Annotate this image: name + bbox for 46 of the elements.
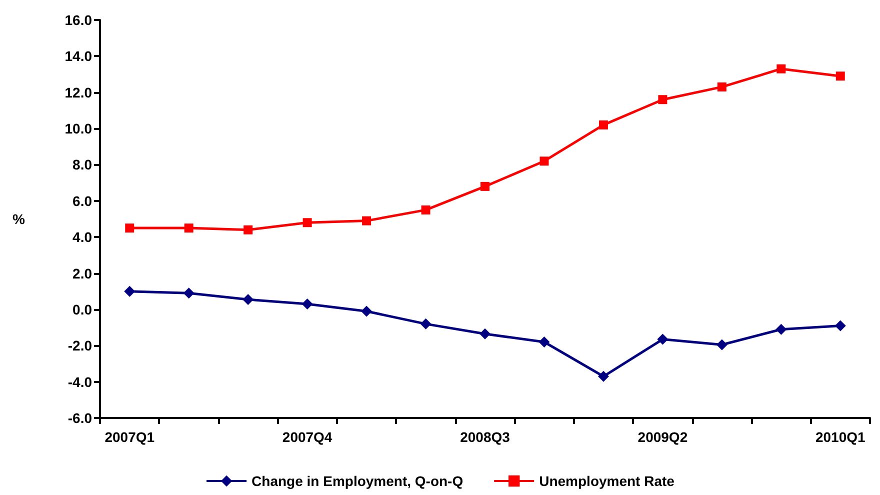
point: [836, 72, 845, 81]
point: [183, 288, 194, 299]
point: [657, 334, 668, 345]
point: [717, 82, 726, 92]
y-tick-label: 8.0: [72, 156, 92, 173]
point: [776, 324, 787, 335]
point: [421, 205, 430, 214]
y-tick-label: 0.0: [72, 301, 92, 318]
point: [776, 64, 786, 74]
y-tick-label: 16.0: [64, 12, 92, 28]
point: [716, 339, 728, 350]
point: [361, 306, 372, 317]
y-tick-label: 4.0: [72, 229, 92, 246]
y-tick-label: -6.0: [68, 410, 92, 426]
point: [538, 336, 550, 348]
legend-label: Change in Employment, Q-on-Q: [252, 473, 464, 489]
legend-label: Unemployment Rate: [539, 473, 675, 489]
x-tick-label: 2007Q4: [282, 429, 332, 445]
y-tick-label: -2.0: [68, 338, 92, 354]
point: [834, 320, 846, 332]
y-axis-title: %: [12, 211, 26, 227]
x-tick-label: 2008Q3: [460, 429, 510, 445]
point: [302, 218, 312, 228]
y-tick-label: 12.0: [64, 84, 92, 100]
point: [242, 294, 254, 306]
point: [125, 224, 134, 233]
point: [598, 370, 609, 382]
y-tick-label: -4.0: [68, 374, 92, 390]
point: [658, 95, 668, 104]
x-tick-label: 2009Q2: [638, 429, 688, 445]
point: [244, 225, 253, 234]
point: [480, 182, 490, 191]
point: [598, 120, 608, 130]
point: [302, 298, 313, 310]
point: [540, 156, 549, 166]
y-tick-label: 10.0: [64, 120, 92, 137]
y-tick-label: 14.0: [64, 48, 92, 64]
y-tick-label: 2.0: [72, 265, 92, 282]
point: [184, 224, 194, 233]
y-tick-label: 6.0: [72, 192, 92, 209]
point: [124, 286, 136, 297]
point: [362, 216, 372, 226]
x-tick-label: 2010Q1: [815, 429, 866, 445]
point: [420, 318, 432, 330]
point: [480, 328, 490, 340]
x-tick-label: 2007Q1: [104, 429, 155, 445]
